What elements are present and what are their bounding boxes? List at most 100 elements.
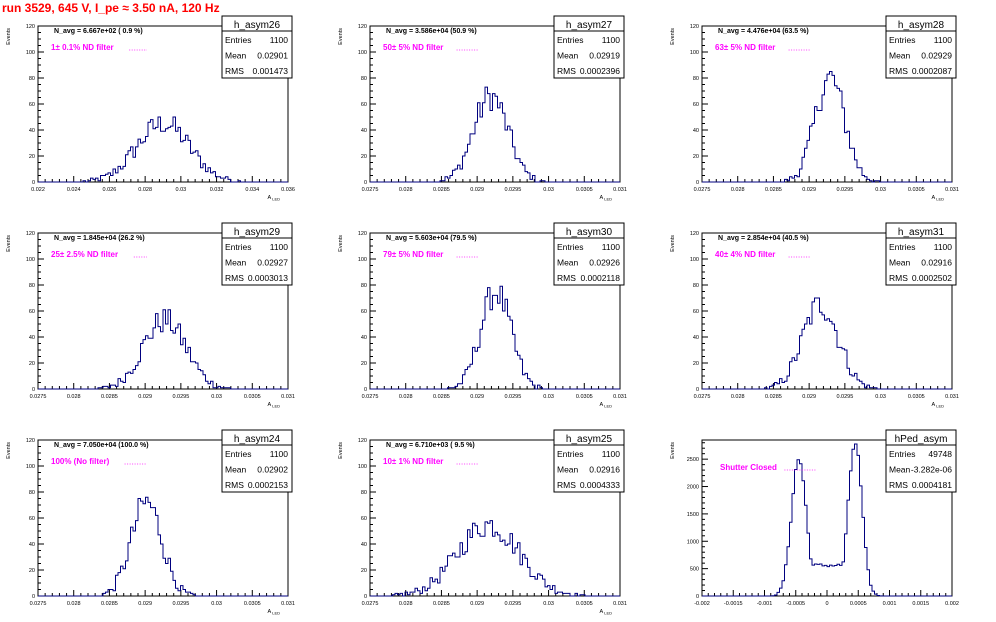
y-tick-label: 80 [361,76,367,82]
y-tick-label: 1500 [687,512,699,518]
x-tick-label: 0.0295 [504,187,521,193]
x-tick-label: 0.031 [945,394,959,400]
filter-label: 10± 1% ND filter [383,457,443,466]
x-axis-title: ALED [600,402,613,409]
x-tick-label: 0.001 [883,601,897,607]
x-tick-label: 0.032 [210,187,224,193]
y-tick-label: 100 [358,50,367,56]
x-tick-label: 0.0305 [576,601,593,607]
stats-label: Mean [889,465,911,475]
histogram-panel-h_asym24: 0.0275 0.028 0.0285 0.029 0.0295 0.03 0.0305 0.… [6,429,295,616]
navg-label: N_avg = 6.710e+03 ( 9.5 %) [386,442,475,449]
histogram-panel-hPed_asym: -0.002 -0.0015 -0.001 -0.0005 0 0.0005 0.001 0.… [670,429,959,607]
x-tick-label: 0.0295 [504,394,521,400]
x-tick-label: 0.03 [543,187,554,193]
stats-box [221,15,293,79]
histogram-panel-h_asym25: 0.0275 0.028 0.0285 0.029 0.0295 0.03 0.0305 0.… [338,429,627,616]
stats-value: 0.001473 [253,66,289,76]
stats-box [885,15,957,79]
y-tick-label: 100 [690,50,699,56]
y-tick-label: 20 [29,361,35,367]
x-tick-label: 0.028 [731,394,745,400]
x-tick-label: 0.03 [175,187,186,193]
stats-label: RMS [225,273,244,283]
y-tick-label: 80 [29,490,35,496]
stats-label: Mean [557,258,579,268]
x-tick-label: -0.002 [694,601,710,607]
x-tick-label: 0.002 [945,601,959,607]
x-tick-label: 0.028 [67,601,81,607]
y-tick-label: 120 [26,231,35,237]
y-axis-title: Events [6,235,12,252]
x-tick-label: 0.029 [470,601,484,607]
navg-label: N_avg = 3.586e+04 (50.9 %) [386,28,477,35]
stats-box [221,429,293,493]
x-tick-label: 0.0305 [908,187,925,193]
y-tick-label: 80 [29,283,35,289]
x-tick-label: 0.0275 [362,187,379,193]
histogram-name: h_asym25 [566,434,613,445]
y-tick-label: 40 [361,542,367,548]
x-tick-label: 0.031 [613,601,627,607]
x-tick-label: 0.028 [67,394,81,400]
y-tick-label: 0 [32,387,35,393]
histogram-line [370,285,620,390]
histogram-line [370,86,620,183]
y-tick-label: 100 [26,464,35,470]
x-tick-label: 0.031 [613,394,627,400]
y-tick-label: 0 [696,387,699,393]
histogram-name: h_asym27 [566,20,613,31]
stats-label: RMS [225,66,244,76]
y-tick-label: 60 [361,102,367,108]
y-tick-label: 40 [693,128,699,134]
x-tick-label: 0.031 [613,187,627,193]
y-tick-label: 2500 [687,457,699,463]
stats-box [221,222,293,286]
histogram-name: h_asym29 [234,227,281,238]
x-tick-label: 0.0285 [433,601,450,607]
stats-label: Mean [557,51,579,61]
y-tick-label: 60 [29,102,35,108]
filter-label: 79± 5% ND filter [383,250,443,259]
y-tick-label: 80 [693,283,699,289]
stats-label: Mean [225,465,247,475]
x-tick-label: 0.0285 [101,601,118,607]
y-axis-title: Events [338,442,344,459]
x-tick-label: 0.0295 [172,601,189,607]
histogram-line [702,297,952,390]
stats-value: 0.02926 [589,258,620,268]
stats-value: 0.02927 [257,258,288,268]
y-tick-label: 40 [693,335,699,341]
stats-box [553,15,625,79]
x-tick-label: 0.028 [731,187,745,193]
histogram-name: hPed_asym [895,434,948,445]
y-tick-label: 500 [690,567,699,573]
y-tick-label: 80 [29,76,35,82]
x-tick-label: 0.0275 [30,601,47,607]
histogram-name: h_asym28 [898,20,945,31]
y-tick-label: 120 [358,438,367,444]
y-tick-label: 120 [690,24,699,30]
x-tick-label: 0.026 [103,187,117,193]
y-axis-title: Events [670,235,676,252]
y-tick-label: 120 [358,231,367,237]
y-tick-label: 60 [29,309,35,315]
histogram-panel-h_asym27: 0.0275 0.028 0.0285 0.029 0.0295 0.03 0.0305 0.… [338,15,627,202]
stats-value: 0.0002502 [912,273,952,283]
x-tick-label: 0.029 [470,187,484,193]
x-tick-label: 0.0275 [362,394,379,400]
stats-label: Entries [225,35,251,45]
stats-label: RMS [557,273,576,283]
x-tick-label: 0.0285 [765,394,782,400]
x-axis-title: ALED [268,609,281,616]
y-tick-label: 100 [358,257,367,263]
x-tick-label: -0.0005 [786,601,805,607]
y-tick-label: 0 [32,180,35,186]
stats-value: 0.02901 [257,51,288,61]
x-tick-label: 0.03 [211,394,222,400]
y-tick-label: 0 [696,180,699,186]
x-tick-label: -0.0015 [724,601,743,607]
x-tick-label: 0.0275 [694,394,711,400]
stats-value: 0.02916 [589,465,620,475]
stats-value: 0.02902 [257,465,288,475]
